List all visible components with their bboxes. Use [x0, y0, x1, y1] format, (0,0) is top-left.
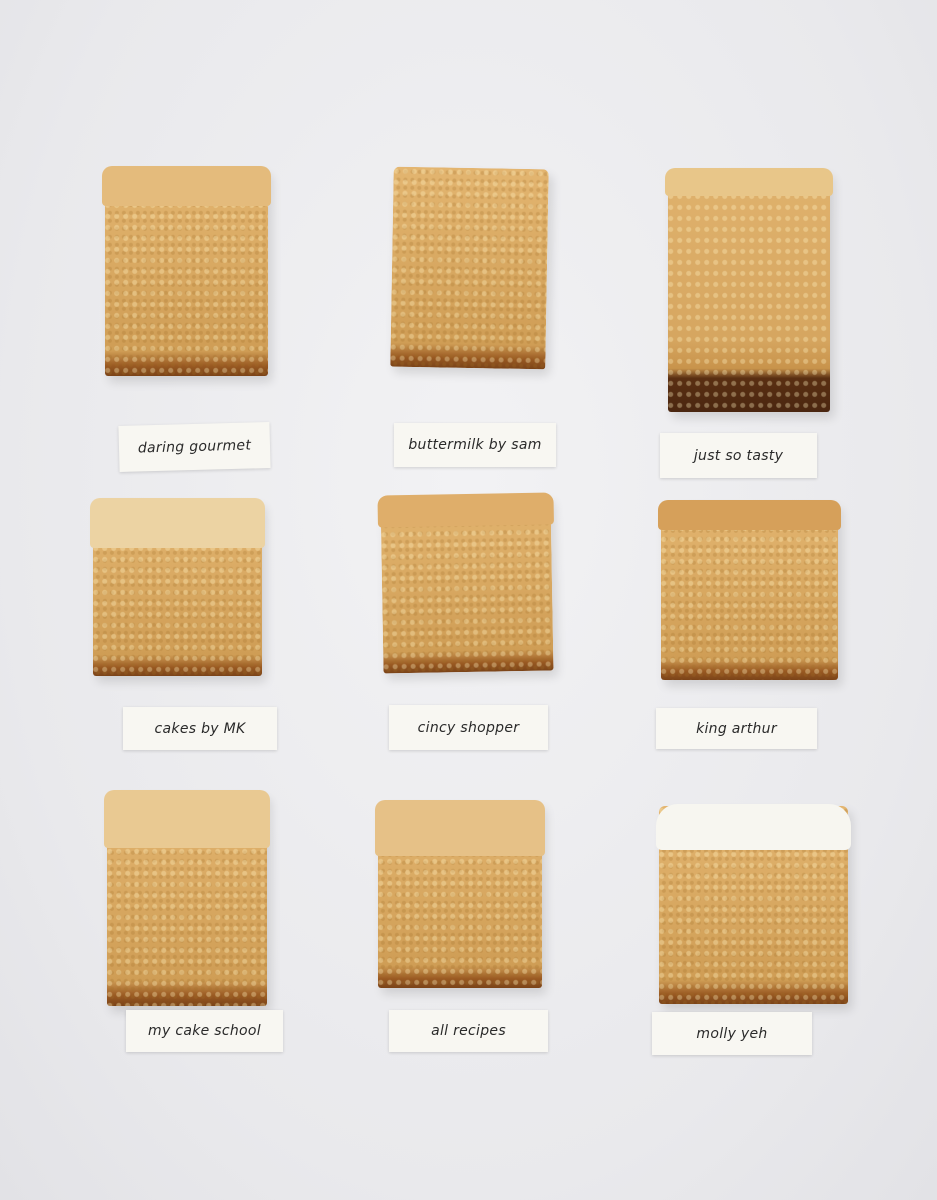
frosting-top — [90, 498, 265, 548]
frosting-top — [656, 804, 851, 850]
cake-slice-daring-gourmet — [102, 166, 271, 376]
cake-slice-molly-yeh — [656, 804, 851, 1004]
cake-top — [665, 168, 833, 196]
label-just-so-tasty: just so tasty — [660, 433, 817, 478]
cake-slice-cakes-by-mk — [90, 498, 265, 676]
cake-slice-king-arthur — [658, 500, 841, 680]
label-king-arthur: king arthur — [656, 708, 817, 749]
cake-top — [377, 492, 554, 528]
label-my-cake-school: my cake school — [126, 1010, 283, 1052]
label-molly-yeh: molly yeh — [652, 1012, 812, 1055]
frosting-top — [375, 800, 545, 856]
label-daring-gourmet: daring gourmet — [118, 422, 271, 472]
label-buttermilk-by-sam: buttermilk by sam — [394, 423, 556, 467]
cake-top — [658, 500, 841, 530]
cake-slice-buttermilk-by-sam — [390, 166, 549, 370]
cake-slice-my-cake-school — [104, 790, 270, 1006]
label-all-recipes: all recipes — [389, 1010, 548, 1052]
cake-slice-all-recipes — [375, 800, 545, 988]
frosting-top — [104, 790, 270, 848]
cake-top — [102, 166, 271, 206]
label-cakes-by-mk: cakes by MK — [123, 707, 277, 750]
cake-slice-just-so-tasty — [665, 168, 833, 412]
cake-slice-cincy-shopper — [377, 492, 554, 674]
label-cincy-shopper: cincy shopper — [389, 705, 548, 750]
